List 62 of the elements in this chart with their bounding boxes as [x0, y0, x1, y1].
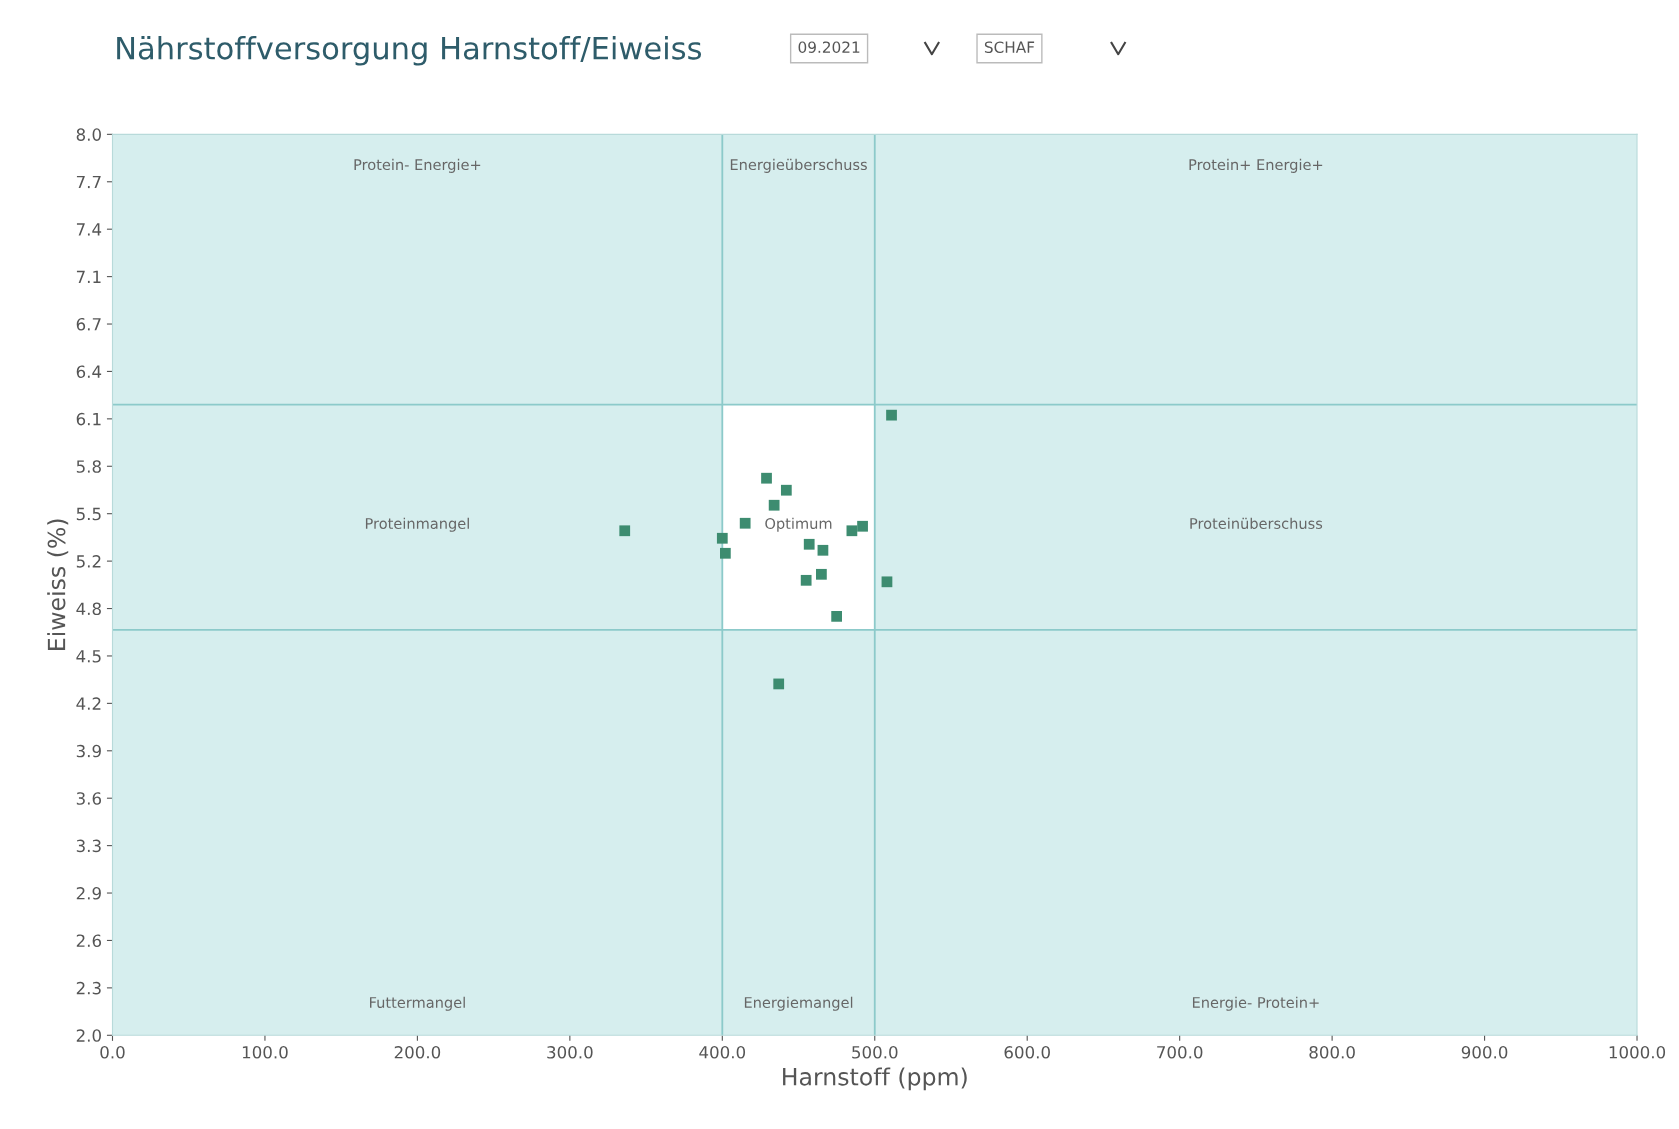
y-tick-label: 2.9 — [76, 887, 101, 900]
x-tick-label: 800.0 — [1309, 1046, 1355, 1059]
y-tick-label: 3.6 — [76, 792, 102, 805]
x-tick-label: 600.0 — [1004, 1046, 1050, 1059]
x-tick-label: 700.0 — [1157, 1046, 1203, 1059]
y-tick-label: 4.8 — [76, 602, 101, 616]
point — [761, 472, 772, 484]
y-tick-label: 2.3 — [76, 981, 101, 995]
y-tick-label: 6.7 — [76, 317, 101, 331]
x-tick-label: 0.0 — [100, 1046, 125, 1059]
x-tick-label: 300.0 — [547, 1046, 593, 1059]
annotation: Protein- Energie+ — [354, 158, 481, 173]
y-tick-label: 5.8 — [76, 460, 101, 473]
point — [780, 484, 792, 496]
annotation: Protein+ Energie+ — [1189, 158, 1323, 173]
y-axis-title: Eiweiss (%) — [47, 519, 69, 650]
annotation: Proteinmangel — [365, 517, 469, 532]
point — [619, 525, 631, 537]
x-tick-label: 1000.0 — [1609, 1046, 1666, 1059]
point — [857, 520, 868, 532]
y-tick-label: 8.0 — [76, 128, 101, 141]
annotation: Energiemangel — [744, 996, 853, 1011]
y-tick-label: 5.5 — [76, 507, 101, 521]
point — [773, 678, 785, 690]
point — [716, 532, 728, 544]
point — [817, 544, 829, 556]
x-axis-title: Harnstoff (ppm) — [783, 1067, 967, 1091]
text: SCHAF — [984, 41, 1035, 53]
y-tick-label: 7.7 — [76, 175, 101, 189]
point — [816, 568, 827, 580]
annotation: Energie- Protein+ — [1192, 996, 1319, 1011]
x-tick-label: 100.0 — [242, 1046, 288, 1059]
annotation: Proteinüberschuss — [1190, 517, 1323, 529]
annotation: Optimum — [765, 517, 832, 532]
point — [719, 547, 731, 559]
y-tick-label: 7.1 — [76, 270, 101, 283]
y-tick-label: 2.0 — [76, 1029, 101, 1042]
annotation: Futtermangel — [370, 996, 465, 1011]
x-tick-label: 900.0 — [1461, 1046, 1508, 1059]
y-tick-label: 7.4 — [76, 223, 102, 236]
y-tick-label: 2.6 — [76, 934, 102, 948]
point — [886, 409, 897, 421]
x-tick-label: 500.0 — [852, 1046, 898, 1059]
chart-title: Nährstoffversorgung Harnstoff/Eiweiss — [117, 36, 702, 66]
y-tick-label: 6.4 — [76, 365, 102, 378]
point — [739, 517, 751, 529]
x-tick-label: 400.0 — [699, 1046, 746, 1059]
x-tick-label: 200.0 — [394, 1046, 441, 1059]
point — [846, 525, 858, 537]
y-tick-label: 5.2 — [76, 555, 101, 568]
y-tick-label: 3.3 — [76, 839, 101, 853]
annotation: Energieüberschuss — [730, 158, 867, 173]
y-tick-label: 3.9 — [76, 744, 101, 758]
y-tick-label: 4.5 — [76, 650, 101, 663]
y-tick-label: 4.2 — [76, 697, 101, 710]
y-tick-label: 6.1 — [76, 412, 101, 426]
point — [831, 610, 843, 622]
point — [881, 576, 893, 588]
point — [800, 574, 812, 586]
point — [803, 538, 815, 550]
point — [768, 499, 780, 511]
text: 09.2021 — [798, 41, 860, 53]
